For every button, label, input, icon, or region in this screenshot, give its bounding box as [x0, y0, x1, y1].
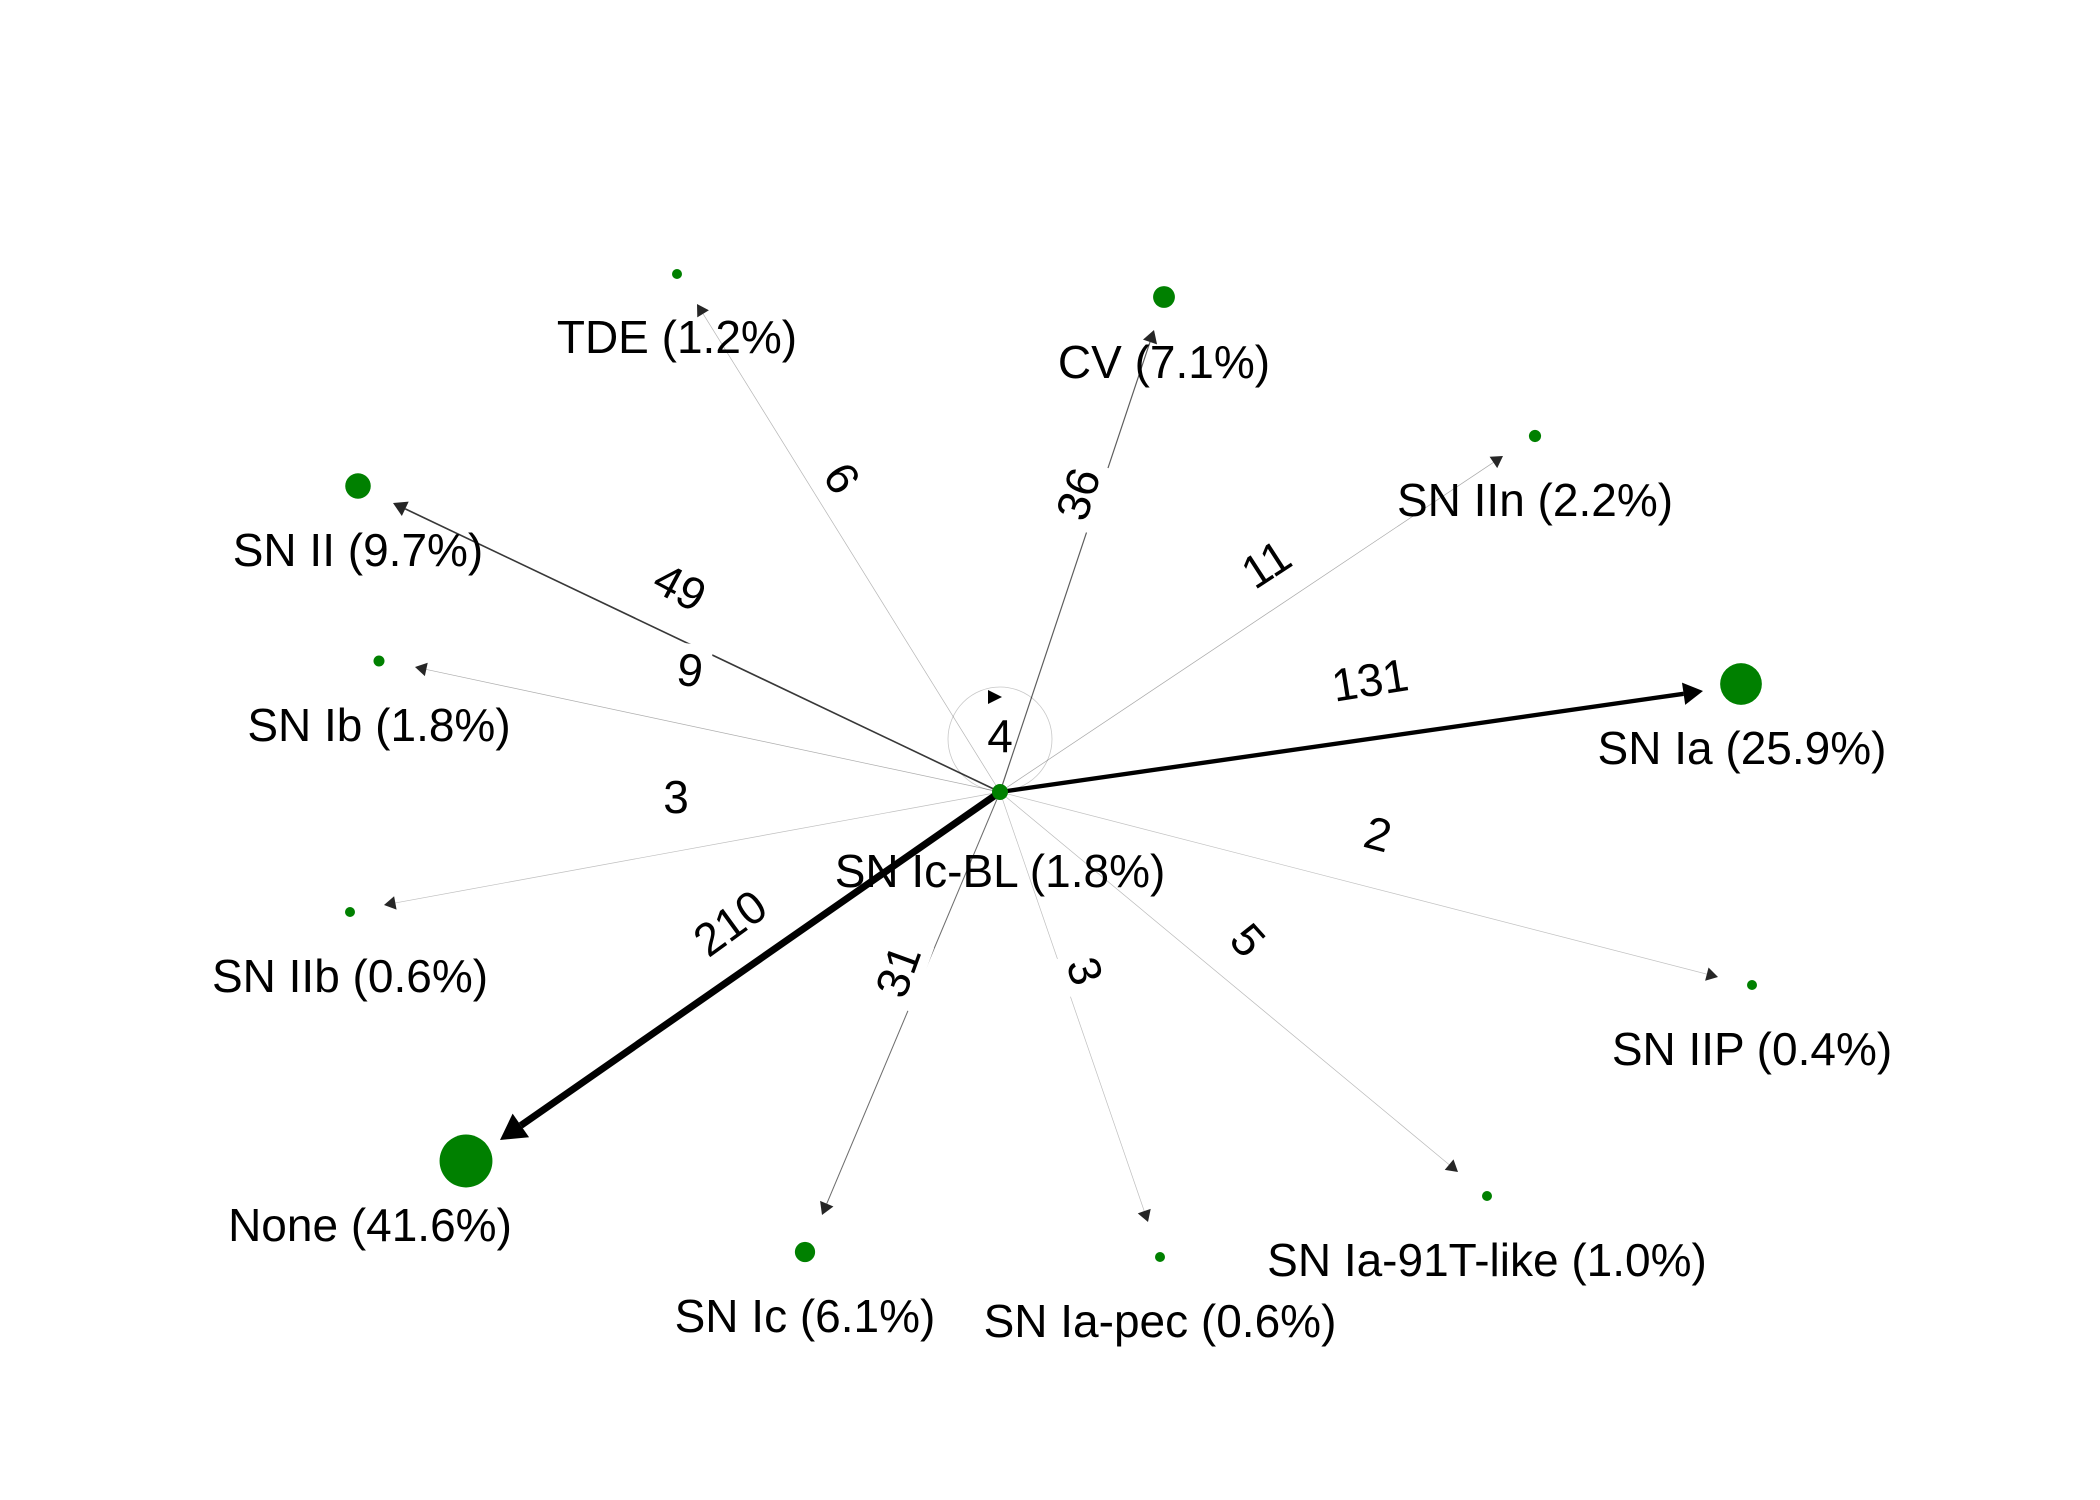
arrowhead-sn_ia_pec — [1137, 1208, 1151, 1222]
edge-count-text: 3 — [663, 771, 689, 823]
node-sn_ia_pec — [1155, 1252, 1165, 1262]
edge-count-bg — [656, 771, 696, 823]
edge-count-bg — [1223, 523, 1309, 605]
edge-count-sn_ia_pec: 3 — [1054, 943, 1116, 999]
self-loop-count: 4 — [987, 710, 1013, 762]
node-label-sn_ia_pec: SN Ia-pec (0.6%) — [984, 1295, 1337, 1347]
edge-count-sn_ii: 49 — [637, 548, 723, 626]
edge-sn_iip — [999, 791, 1707, 975]
edge-count-bg — [637, 548, 723, 626]
edge-sn_ia — [999, 691, 1684, 795]
edge-tde — [702, 313, 1001, 793]
node-label-sn_ia: SN Ia (25.9%) — [1598, 722, 1887, 774]
node-label-sn_ia_91t: SN Ia-91T-like (1.0%) — [1267, 1234, 1707, 1286]
arrowhead-sn_iin — [1489, 456, 1503, 469]
edge-count-bg — [1054, 943, 1116, 999]
arrowhead-cv — [1142, 330, 1158, 345]
edge-count-bg — [809, 447, 875, 509]
edge-count-sn_ic: 31 — [861, 930, 935, 1012]
node-label-tde: TDE (1.2%) — [557, 311, 797, 363]
node-sn_iib — [345, 907, 355, 917]
node-label-none: None (41.6%) — [228, 1199, 512, 1251]
node-sn_iin — [1528, 429, 1542, 443]
edge-count-bg — [666, 641, 714, 699]
node-label-sn_iin: SN IIn (2.2%) — [1397, 474, 1673, 526]
node-sn_ii — [345, 473, 371, 499]
node-label-sn_iip: SN IIP (0.4%) — [1612, 1023, 1892, 1075]
node-label-sn_ii: SN II (9.7%) — [233, 524, 484, 576]
arrowhead-sn_iip — [1705, 967, 1718, 981]
arrowhead-sn_ia_91t — [1444, 1159, 1458, 1172]
edge-count-bg — [861, 930, 935, 1012]
node-label-source: SN Ic-BL (1.8%) — [835, 845, 1166, 897]
arrowhead-sn_iib — [384, 896, 397, 910]
arrowhead-sn_ic — [820, 1200, 834, 1215]
edge-cv — [999, 341, 1151, 793]
edge-sn_ib — [426, 669, 1001, 793]
edge-count-cv: 36 — [1042, 453, 1114, 535]
node-source — [992, 784, 1008, 800]
edge-count-bg — [1215, 907, 1281, 973]
edge-count-sn_ib: 9 — [666, 641, 714, 699]
edge-sn_iin — [999, 462, 1494, 793]
edge-count-bg — [675, 873, 785, 973]
node-sn_ic — [794, 1241, 816, 1263]
edge-count-bg — [1351, 803, 1405, 865]
edge-count-text: 131 — [1328, 648, 1412, 711]
edge-count-sn_iib: 3 — [656, 771, 696, 823]
node-sn_ia — [1720, 663, 1762, 705]
edge-count-sn_iin: 11 — [1223, 523, 1309, 605]
self-loop-arrowhead — [988, 690, 1002, 704]
edge-count-tde: 6 — [809, 447, 875, 509]
node-tde — [672, 269, 682, 279]
node-label-sn_ic: SN Ic (6.1%) — [675, 1290, 936, 1342]
arrowhead-tde — [697, 304, 709, 318]
arrowhead-sn_ii — [393, 501, 409, 517]
edge-count-bg — [1318, 646, 1422, 714]
node-sn_ib — [373, 655, 385, 667]
node-label-cv: CV (7.1%) — [1058, 336, 1270, 388]
edge-sn_ia_91t — [999, 791, 1450, 1165]
edge-sn_ia_pec — [999, 791, 1145, 1212]
nodes-layer — [345, 269, 1762, 1263]
node-cv — [1153, 286, 1175, 308]
edge-none — [518, 789, 1002, 1129]
edge-count-sn_ia_91t: 5 — [1215, 907, 1281, 973]
node-sn_iip — [1747, 980, 1757, 990]
edge-count-bg — [1042, 453, 1114, 535]
arrowhead-sn_ib — [415, 662, 428, 677]
arrowhead-none — [500, 1113, 530, 1140]
node-label-sn_ib: SN Ib (1.8%) — [247, 699, 510, 751]
edge-sn_iib — [395, 791, 1001, 904]
node-none — [439, 1134, 493, 1188]
edge-count-sn_ia: 131 — [1318, 646, 1422, 714]
node-label-sn_iib: SN IIb (0.6%) — [212, 950, 488, 1002]
node-sn_ia_91t — [1482, 1191, 1492, 1201]
arrowhead-sn_ia — [1681, 682, 1703, 705]
edge-count-sn_iip: 2 — [1351, 803, 1405, 865]
edges-layer — [384, 304, 1718, 1222]
